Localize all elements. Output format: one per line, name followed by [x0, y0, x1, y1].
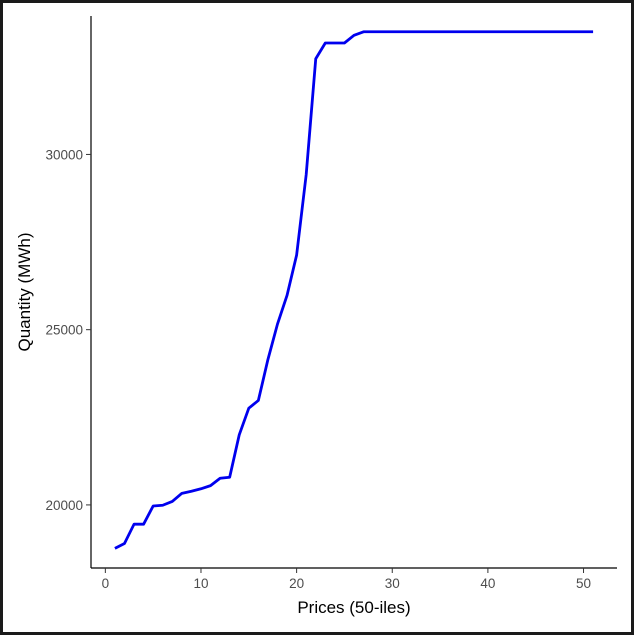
x-tick-label: 20 — [289, 576, 304, 591]
x-tick-label: 40 — [480, 576, 495, 591]
x-tick-label: 0 — [102, 576, 110, 591]
series-line-0 — [114, 30, 594, 550]
y-axis-ticks: 20000 25000 30000 — [45, 147, 91, 513]
y-axis-title: Quantity (MWh) — [15, 232, 34, 351]
y-tick-label: 30000 — [45, 147, 83, 162]
x-axis-ticks: 0 10 20 30 40 50 — [102, 568, 591, 591]
x-tick-label: 10 — [193, 576, 208, 591]
plot-area — [114, 30, 594, 550]
x-tick-label: 30 — [385, 576, 400, 591]
x-tick-label: 50 — [576, 576, 591, 591]
y-tick-label: 20000 — [45, 498, 83, 513]
x-axis-title: Prices (50-iles) — [297, 598, 410, 617]
y-tick-label: 25000 — [45, 323, 83, 338]
